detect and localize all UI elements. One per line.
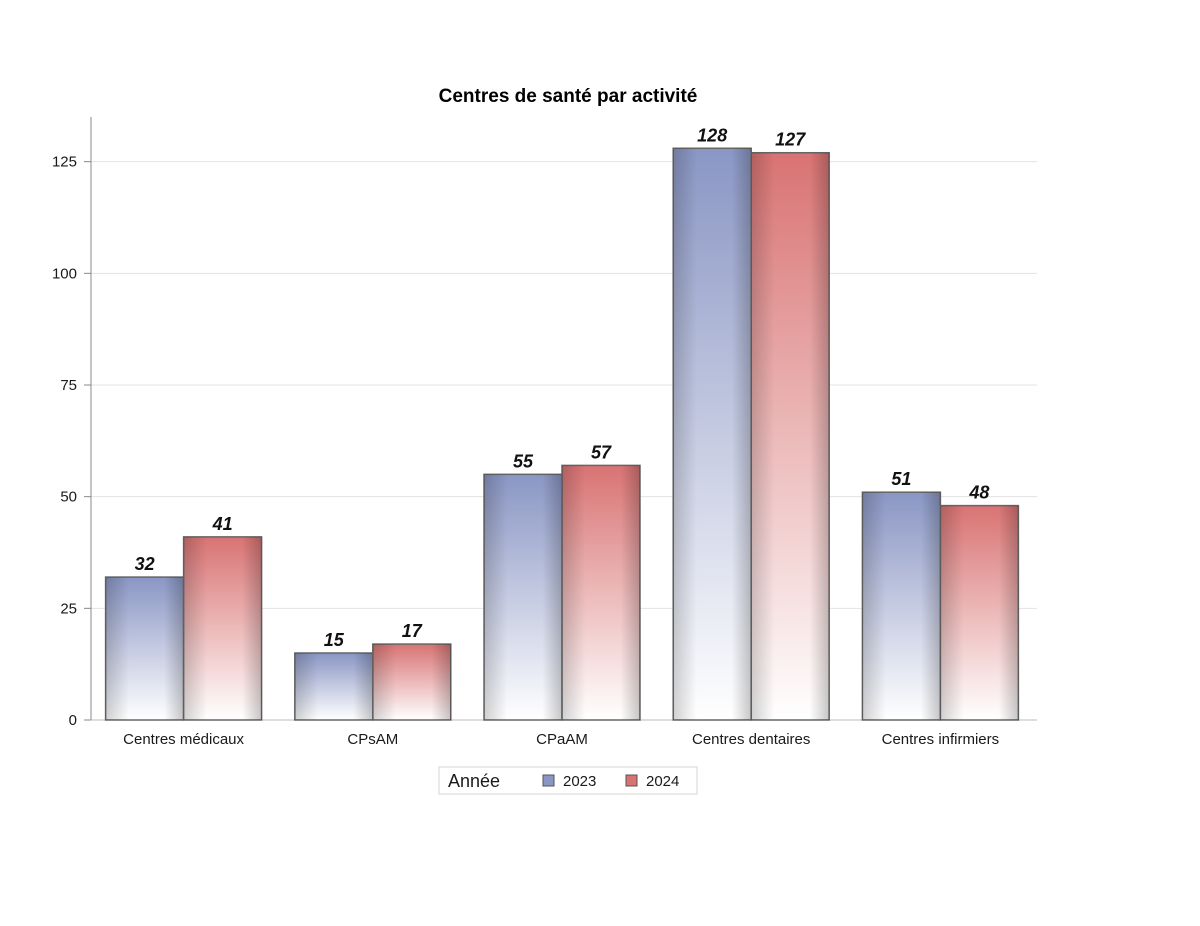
data-label: 51 xyxy=(891,469,911,489)
x-tick-label: Centres médicaux xyxy=(123,731,244,748)
data-labels: 32 41 15 17 55 57 128 127 51 48 xyxy=(135,125,990,650)
x-tick-label: Centres infirmiers xyxy=(882,731,1000,748)
y-tick-label: 50 xyxy=(60,489,77,506)
data-label: 48 xyxy=(968,483,989,503)
bar-shading xyxy=(940,505,1019,720)
bar-shading xyxy=(372,644,451,720)
legend-label: 2024 xyxy=(646,773,679,790)
y-tick-label: 0 xyxy=(69,712,77,729)
data-label: 17 xyxy=(402,621,423,641)
legend-title: Année xyxy=(448,771,500,791)
data-label: 32 xyxy=(135,554,155,574)
bars xyxy=(104,147,1020,721)
data-label: 127 xyxy=(775,130,806,150)
bar-shading xyxy=(751,152,830,720)
bar-shading xyxy=(673,148,752,720)
x-tick-label: Centres dentaires xyxy=(692,731,810,748)
bar-shading xyxy=(294,653,373,720)
data-label: 41 xyxy=(212,514,233,534)
data-label: 15 xyxy=(324,630,345,650)
data-label: 57 xyxy=(591,442,612,462)
legend-swatch xyxy=(542,774,555,787)
x-tick-label: CPsAM xyxy=(347,731,398,748)
data-label: 55 xyxy=(513,451,534,471)
y-tick-label: 125 xyxy=(52,154,77,171)
data-label: 128 xyxy=(697,125,727,145)
bar-shading xyxy=(484,474,562,720)
axes: 0 25 50 75 100 125 Centres médicaux CPsAM CPaAM C… xyxy=(52,117,1037,748)
legend: Année 2023 2024 xyxy=(438,766,698,795)
bar-shading xyxy=(183,536,262,720)
legend-box xyxy=(438,766,698,795)
chart-title: Centres de santé par activité xyxy=(439,86,698,107)
legend-swatch xyxy=(625,774,638,787)
y-tick-label: 75 xyxy=(60,377,77,394)
bar-shading xyxy=(862,492,941,720)
bar-shading xyxy=(562,465,640,720)
bar-shading xyxy=(105,577,184,720)
x-tick-label: CPaAM xyxy=(536,731,588,748)
legend-label: 2023 xyxy=(563,773,596,790)
y-tick-label: 25 xyxy=(60,600,77,617)
y-tick-label: 100 xyxy=(52,265,77,282)
